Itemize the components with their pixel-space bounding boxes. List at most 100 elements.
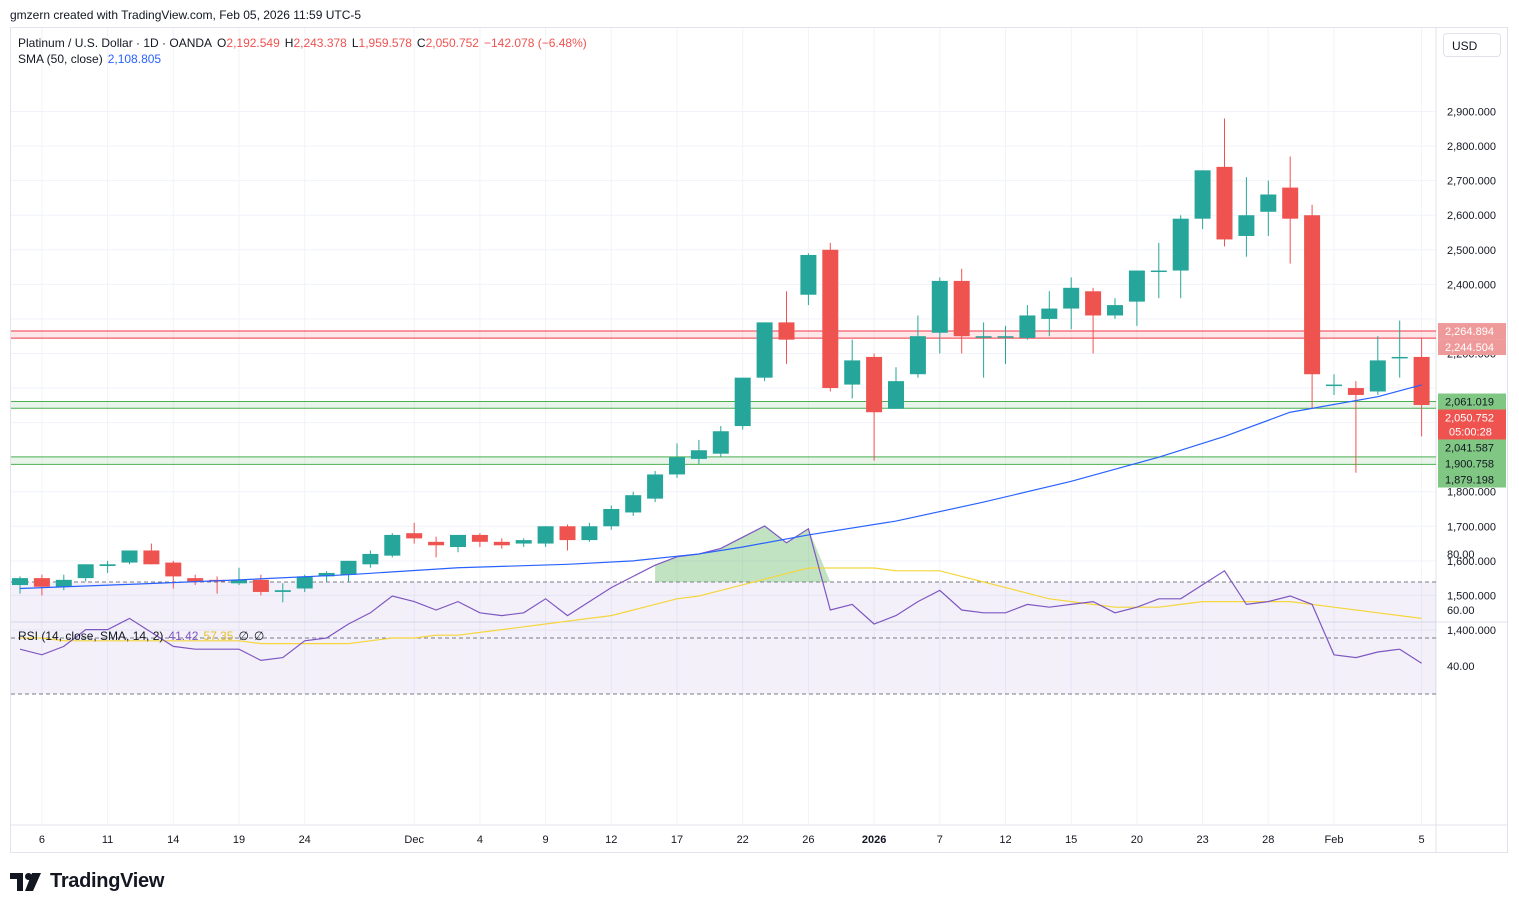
symbol-label: Platinum / U.S. Dollar · 1D · OANDA <box>18 36 213 50</box>
price-tag-box <box>1438 471 1506 488</box>
price-axis[interactable]: 1,400.000 1,500.000 1,600.000 1,700.000 1,80… <box>1447 107 1496 673</box>
candle-up <box>1326 384 1342 387</box>
candle-down <box>406 533 423 539</box>
price-tick-label: 1,600.000 <box>1447 556 1496 568</box>
low-label: L <box>351 36 359 50</box>
candle-up <box>1260 194 1277 212</box>
price-tag: 2,061.019 <box>1438 393 1506 410</box>
candle-up <box>77 564 94 579</box>
price-tag-label: 1,900.758 <box>1445 459 1494 471</box>
candle-up <box>1150 270 1167 273</box>
currency-button[interactable]: USD <box>1443 33 1501 57</box>
candle-up <box>975 336 992 338</box>
candle-up <box>1391 356 1408 359</box>
candle-up <box>603 509 620 527</box>
change-value: −142.078 (−6.48%) <box>483 36 587 50</box>
candle-down <box>143 550 160 565</box>
price-tag: 1,900.758 <box>1438 455 1506 472</box>
candle-up <box>55 579 72 587</box>
price-tag-box <box>1438 323 1506 340</box>
candle-down <box>165 562 182 577</box>
close-value: 2,050.752 <box>425 36 479 50</box>
rsi-ma-line <box>20 567 1422 645</box>
candle-up <box>450 534 466 548</box>
candle-up <box>1107 305 1123 316</box>
price-tag: 2,041.587 <box>1438 439 1506 456</box>
price-tick-label: 2,600.000 <box>1447 210 1496 222</box>
time-tick-label: 5 <box>1419 834 1425 846</box>
rsi-tick-label: 40.00 <box>1447 661 1475 673</box>
candle-up <box>1172 218 1189 271</box>
rsi-ma-value: 57.35 <box>203 629 234 643</box>
price-tick-label: 1,800.000 <box>1447 487 1496 499</box>
time-tick-label: 4 <box>477 834 483 846</box>
time-tick-label: 2026 <box>862 834 886 846</box>
candle-up <box>997 336 1014 338</box>
close-label: C <box>416 36 426 50</box>
rsi-pane <box>11 525 1436 695</box>
candle-up <box>1128 270 1145 302</box>
candle-down <box>1304 215 1321 375</box>
time-tick-label: 23 <box>1196 834 1208 846</box>
rsi-line <box>19 525 1422 664</box>
candle-up <box>625 495 642 513</box>
price-tag-label: 1,879.198 <box>1445 475 1494 487</box>
horizontal-zones <box>11 330 1436 465</box>
price-tag-label: 2,244.504 <box>1445 342 1494 354</box>
candle-up <box>647 474 664 499</box>
rsi-label: RSI (14, close, SMA, 14, 2) <box>18 629 164 643</box>
time-tick-label: Dec <box>404 834 424 846</box>
zone-band <box>11 331 1436 339</box>
candle-down <box>822 249 839 389</box>
sma-legend: SMA (50, close) 2,108.805 <box>18 52 166 66</box>
zone-band <box>11 456 1436 465</box>
candle-down <box>187 578 204 582</box>
price-tag-box <box>1438 409 1506 440</box>
candle-down <box>493 541 510 546</box>
price-tag: 2,050.752 05:00:28 <box>1438 409 1506 440</box>
candle-up <box>844 360 861 385</box>
price-tag-box <box>1438 439 1506 456</box>
chart-frame[interactable]: 1,400.000 1,500.000 1,600.000 1,700.000 1,80… <box>10 27 1508 853</box>
price-tag: 2,264.894 <box>1438 323 1506 340</box>
candle-up <box>800 254 817 295</box>
price-tag-box <box>1438 393 1506 410</box>
candle-down <box>1282 187 1299 219</box>
candle-down <box>778 322 795 340</box>
time-tick-label: 12 <box>605 834 617 846</box>
candle-up <box>888 381 904 409</box>
price-tag-label: 2,264.894 <box>1445 326 1494 338</box>
time-tick-label: 24 <box>299 834 311 846</box>
candle-up <box>1194 170 1211 219</box>
high-value: 2,243.378 <box>293 36 347 50</box>
candle-up <box>515 540 532 544</box>
rsi-band-upper: ∅ <box>238 629 249 643</box>
candle-down <box>1413 356 1430 405</box>
time-tick-label: 17 <box>671 834 683 846</box>
candle-up <box>1063 287 1080 309</box>
tradingview-logo-icon <box>10 872 41 891</box>
time-tick-label: 6 <box>39 834 45 846</box>
candle-down <box>428 541 445 546</box>
chart-svg[interactable]: 1,400.000 1,500.000 1,600.000 1,700.000 1,80… <box>11 28 1507 852</box>
candle-up <box>231 579 247 584</box>
open-label: O <box>217 36 227 50</box>
candle-up <box>931 280 948 333</box>
candle-down <box>471 534 488 542</box>
tradingview-logo[interactable]: TradingView <box>10 870 164 893</box>
time-tick-label: 20 <box>1131 834 1143 846</box>
rsi-tick-label: 60.00 <box>1447 605 1475 617</box>
candle-up <box>1041 308 1058 319</box>
time-tick-label: 19 <box>233 834 245 846</box>
rsi-legend: RSI (14, close, SMA, 14, 2) 41.42 57.35 ∅ ∅ <box>18 629 269 643</box>
price-tick-label: 1,400.000 <box>1447 625 1496 637</box>
open-value: 2,192.549 <box>226 36 280 50</box>
time-axis[interactable]: 6 11 14 19 24 Dec 4 9 12 17 22 26 2026 7 12 15 20 23 28 Feb… <box>39 834 1425 846</box>
candle-up <box>1238 215 1255 236</box>
time-tick-label: 26 <box>802 834 814 846</box>
candle-up <box>99 564 116 567</box>
candle-up <box>669 457 685 475</box>
time-tick-label: 22 <box>737 834 749 846</box>
candle-up <box>362 553 379 565</box>
candle-up <box>690 450 707 459</box>
